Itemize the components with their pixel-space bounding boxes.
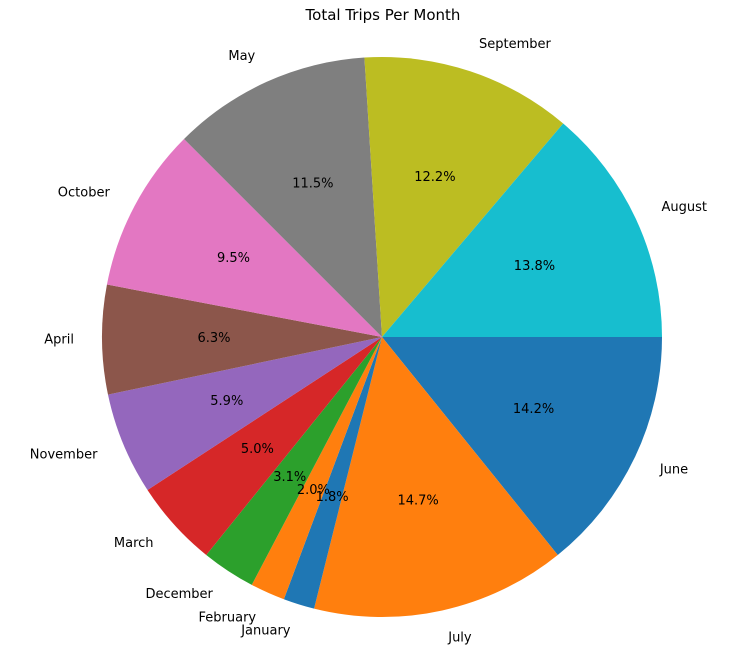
chart-title: Total Trips Per Month: [305, 6, 461, 24]
pie-slice-january: [283, 337, 382, 609]
pie-slice-february: [251, 337, 382, 600]
slice-percent-october: 9.5%: [217, 251, 250, 266]
pie-slice-december: [206, 337, 382, 585]
slice-percent-july: 14.7%: [397, 494, 438, 509]
slice-label-august: August: [662, 200, 708, 215]
slice-label-january: January: [240, 624, 291, 639]
slice-label-december: December: [145, 587, 213, 602]
slice-percent-march: 5.0%: [241, 442, 274, 457]
pie-labels: June 14.2% July 14.7% January 1.8% February 2.0…: [30, 37, 707, 645]
slice-percent-may: 11.5%: [292, 176, 333, 191]
slice-percent-january: 1.8%: [316, 490, 349, 505]
slice-label-november: November: [30, 447, 98, 462]
slice-label-april: April: [44, 332, 74, 347]
pie-slice-august: [382, 123, 662, 337]
pie-slice-april: [101, 284, 382, 395]
pie-slice-may: [184, 57, 382, 337]
slice-label-october: October: [58, 185, 111, 200]
slice-percent-november: 5.9%: [210, 394, 243, 409]
slice-percent-april: 6.3%: [197, 331, 230, 346]
slice-percent-december: 3.1%: [273, 470, 306, 485]
slice-percent-august: 13.8%: [514, 259, 555, 274]
pie-slice-october: [106, 139, 383, 337]
slice-percent-june: 14.2%: [513, 402, 554, 417]
pie-slice-june: [382, 337, 662, 555]
slice-percent-september: 12.2%: [414, 170, 455, 185]
pie-slice-september: [364, 57, 564, 338]
pie-wedges: [101, 57, 662, 617]
slice-label-july: July: [447, 630, 472, 645]
slice-label-june: June: [659, 462, 688, 477]
slice-label-may: May: [228, 49, 255, 64]
pie-slice-july: [314, 337, 558, 617]
slice-label-september: September: [479, 37, 552, 52]
slice-percent-february: 2.0%: [297, 483, 330, 498]
pie-slice-november: [107, 337, 382, 490]
slice-label-march: March: [114, 536, 154, 551]
slice-label-february: February: [199, 611, 257, 626]
pie-slice-march: [147, 337, 382, 555]
